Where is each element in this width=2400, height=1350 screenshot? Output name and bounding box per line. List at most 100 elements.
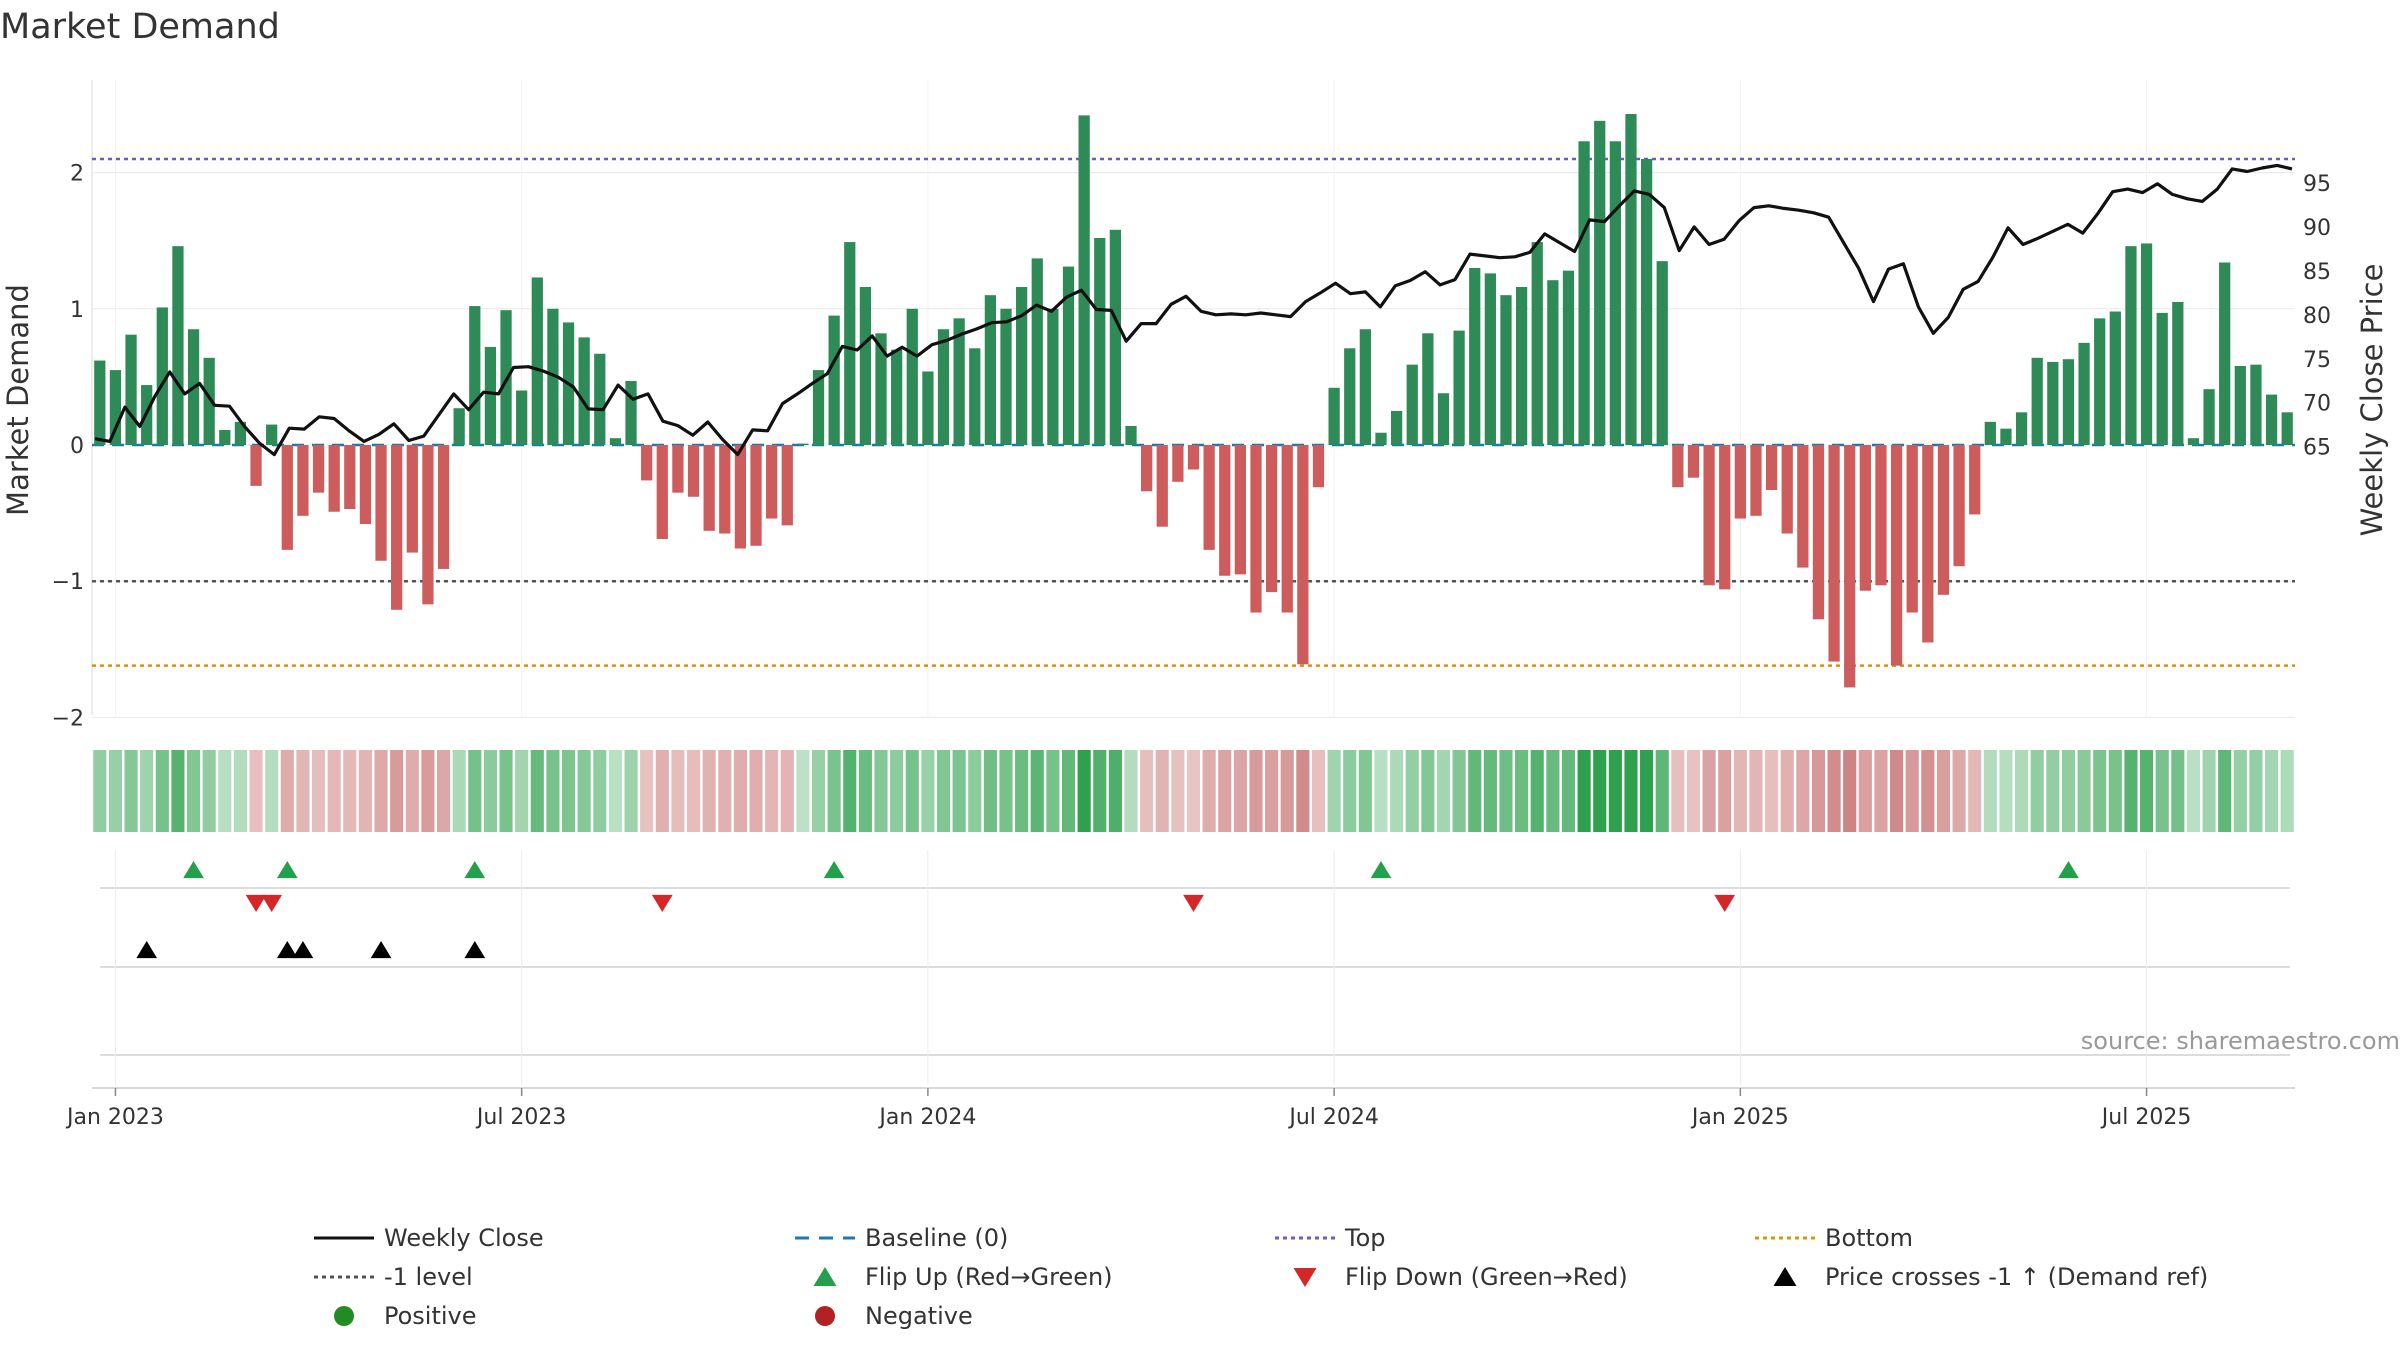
demand-bar xyxy=(516,390,528,445)
strip-cell xyxy=(1311,750,1326,832)
demand-bar xyxy=(1844,445,1856,688)
x-tick-label: Jan 2024 xyxy=(877,1105,976,1130)
demand-bar xyxy=(1484,273,1496,445)
strip-cell xyxy=(749,750,763,832)
strip-cell xyxy=(1077,750,1091,832)
demand-bar xyxy=(1594,120,1606,446)
strip-cell xyxy=(1249,750,1263,832)
flip-up-marker xyxy=(464,861,486,879)
strip-cell xyxy=(827,750,841,832)
strip-cell xyxy=(515,750,529,832)
demand-bar xyxy=(1531,242,1543,445)
demand-bar xyxy=(297,445,309,516)
legend-label: Bottom xyxy=(1825,1224,1913,1252)
demand-bar xyxy=(1562,270,1575,445)
strip-cell xyxy=(296,750,310,832)
demand-bar xyxy=(984,295,997,445)
strip-cell xyxy=(1030,750,1044,832)
strip-cell xyxy=(890,750,904,832)
demand-bar xyxy=(828,315,840,445)
demand-bar xyxy=(1890,445,1903,666)
y-tick-label: 2 xyxy=(70,162,84,187)
demand-bar xyxy=(1500,295,1512,445)
legend-label: Price crosses -1 ↑ (Demand ref) xyxy=(1825,1263,2208,1291)
demand-bar xyxy=(1953,445,1965,567)
strip-cell xyxy=(577,750,591,832)
strip-cell xyxy=(2218,750,2232,832)
strip-cell xyxy=(936,750,951,832)
demand-bar xyxy=(391,445,403,610)
strip-cell xyxy=(1546,750,1560,832)
strip-cell xyxy=(249,750,263,832)
cross-up-marker xyxy=(292,941,314,959)
strip-cell xyxy=(2061,750,2076,832)
demand-bar xyxy=(687,445,700,497)
strip-cell xyxy=(1390,750,1404,832)
strip-cell xyxy=(1608,750,1622,832)
demand-bar xyxy=(1250,445,1262,613)
strip-cell xyxy=(1265,750,1279,832)
legend-entry: Negative xyxy=(815,1302,973,1330)
x-tick-label: Jul 2024 xyxy=(1287,1105,1379,1130)
main-grid xyxy=(92,80,2295,718)
legend-circle-icon xyxy=(815,1306,835,1326)
demand-bar xyxy=(1000,308,1012,445)
strip-cell xyxy=(530,750,544,832)
demand-bar xyxy=(625,380,637,445)
demand-bar xyxy=(859,287,872,445)
demand-bar xyxy=(281,445,293,550)
strip-cell xyxy=(1811,750,1826,832)
legend-triangle-up-icon xyxy=(813,1267,837,1286)
strip-cell xyxy=(1343,750,1357,832)
strip-cell xyxy=(1218,750,1232,832)
strip-cell xyxy=(468,750,482,832)
strip-cell xyxy=(733,750,747,832)
strip-cell xyxy=(1561,750,1576,832)
demand-bar xyxy=(1234,445,1246,575)
strip-cell xyxy=(405,750,419,832)
strip-cell xyxy=(1968,750,1982,832)
demand-bar xyxy=(406,445,418,553)
strip-cell xyxy=(1468,750,1482,832)
demand-bar xyxy=(891,349,903,445)
demand-bar xyxy=(2031,357,2043,445)
strip-cell xyxy=(311,750,326,832)
strip-cell xyxy=(1624,750,1638,832)
strip-cell xyxy=(2233,750,2247,832)
strip-cell xyxy=(999,750,1013,832)
strip-cell xyxy=(1655,750,1669,832)
demand-bar xyxy=(719,445,731,534)
strip-cell xyxy=(1483,750,1497,832)
strip-cell xyxy=(1015,750,1029,832)
demand-bar xyxy=(1156,445,1168,527)
strip-cell xyxy=(1186,750,1201,832)
demand-bar xyxy=(1109,229,1122,445)
flip-up-marker xyxy=(276,861,298,879)
strip-cell xyxy=(2249,750,2263,832)
demand-bar xyxy=(641,445,653,481)
strip-cell xyxy=(202,750,216,832)
right-axis-ticks: 65 70 75 80 85 90 95 xyxy=(2303,172,2331,461)
demand-bar xyxy=(422,445,434,605)
strip-cell xyxy=(1327,750,1341,832)
y-tick-label: −2 xyxy=(52,706,84,731)
strip-cell xyxy=(1155,750,1169,832)
demand-bar xyxy=(1344,348,1356,445)
demand-bar xyxy=(1515,287,1528,445)
strip-cell xyxy=(1296,750,1310,832)
legend-label: Baseline (0) xyxy=(865,1224,1008,1252)
strip-cell xyxy=(124,750,138,832)
strip-cell xyxy=(1108,750,1122,832)
strip-cell xyxy=(608,750,622,832)
demand-bar xyxy=(969,348,981,445)
strip-cell xyxy=(1905,750,1919,832)
demand-bar xyxy=(2140,243,2153,445)
y2-tick-label: 80 xyxy=(2303,304,2331,329)
strip-cell xyxy=(952,750,966,832)
strip-cell xyxy=(2046,750,2060,832)
strip-cell xyxy=(2077,750,2091,832)
demand-bar xyxy=(1687,445,1700,478)
flip-down-marker xyxy=(651,894,673,912)
demand-bar xyxy=(1422,333,1434,445)
